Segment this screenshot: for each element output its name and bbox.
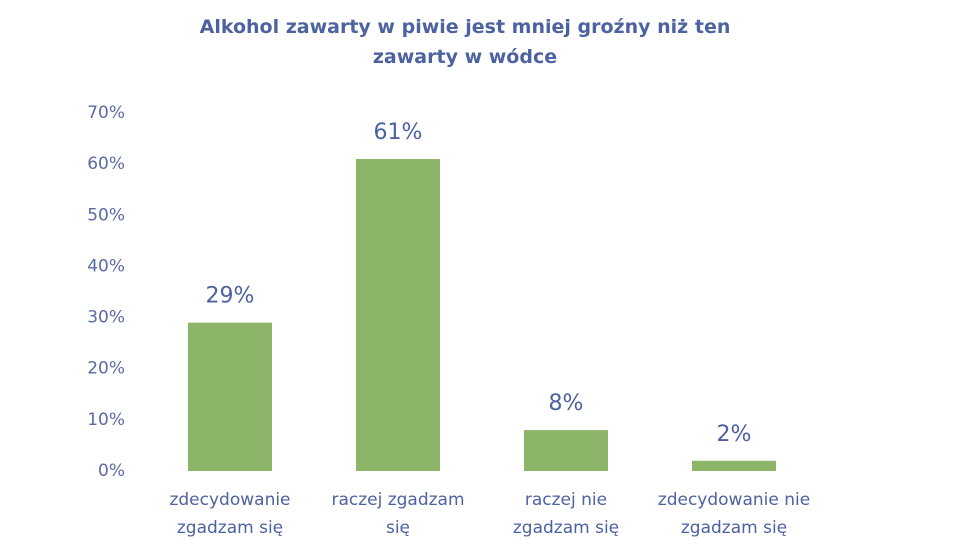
x-tick-label: raczej nie zgadzam się: [512, 490, 620, 538]
y-tick-label: 50%: [87, 205, 125, 225]
x-tick-label: zdecydowanie nie zgadzam się: [657, 490, 811, 538]
value-label: 29%: [206, 284, 255, 309]
y-tick-label: 70%: [87, 103, 125, 123]
y-tick-label: 40%: [87, 256, 125, 276]
value-label: 8%: [549, 391, 584, 416]
bar: [524, 430, 608, 471]
value-label: 2%: [717, 422, 752, 447]
bar: [188, 322, 272, 471]
chart-title: Alkohol zawarty w piwie jest mniej groźn…: [199, 16, 731, 68]
value-label: 61%: [374, 120, 423, 145]
bar: [356, 159, 440, 471]
x-tick-label: raczej zgadzam się: [331, 490, 465, 538]
y-tick-label: 0%: [98, 461, 125, 481]
y-tick-label: 20%: [87, 359, 125, 379]
y-tick-label: 30%: [87, 308, 125, 328]
x-tick-label: zdecydowanie zgadzam się: [169, 490, 291, 538]
y-tick-label: 60%: [87, 154, 125, 174]
y-tick-label: 10%: [87, 410, 125, 430]
bar: [692, 460, 776, 471]
